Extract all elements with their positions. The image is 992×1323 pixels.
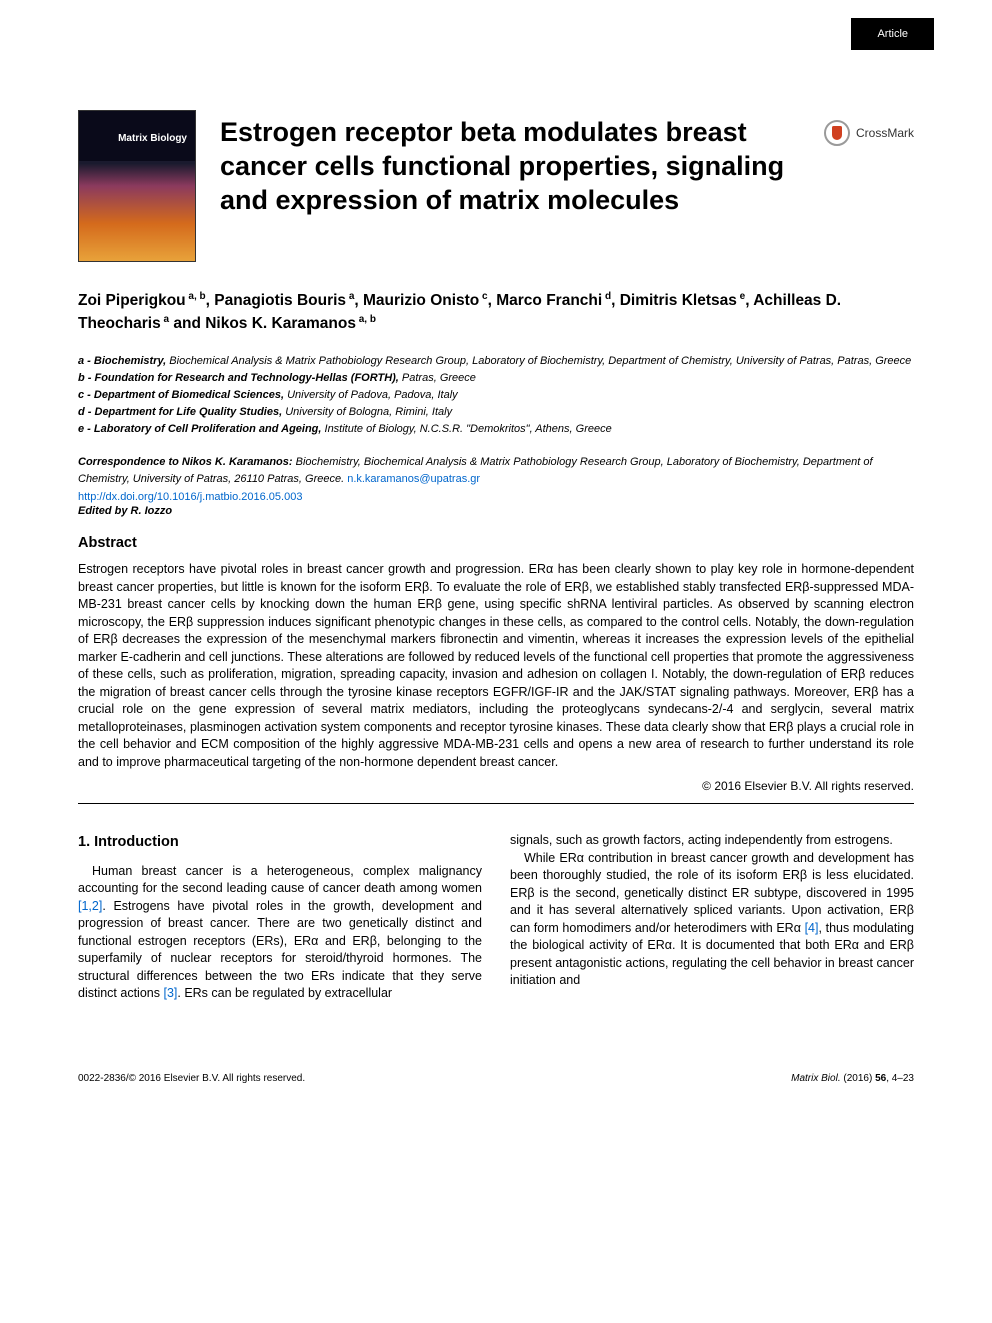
footer-copyright: 0022-2836/© 2016 Elsevier B.V. All right… [78,1073,305,1084]
affiliations-list: a - Biochemistry, Biochemical Analysis &… [78,353,914,438]
footer-year: (2016) [841,1073,875,1084]
affiliation-label: c - Department of Biomedical Sciences, [78,389,284,401]
footer-citation: Matrix Biol. (2016) 56, 4–23 [791,1073,914,1084]
article-title: Estrogen receptor beta modulates breast … [220,110,800,217]
intro-text-seg1: Human breast cancer is a heterogeneous, … [78,864,482,896]
ref-link-3[interactable]: [3] [163,986,177,1000]
affiliation-item: b - Foundation for Research and Technolo… [78,370,914,387]
journal-cover-topbar: Matrix Biology [79,111,195,161]
affiliation-item: c - Department of Biomedical Sciences, U… [78,387,914,404]
affiliation-label: d - Department for Life Quality Studies, [78,406,282,418]
header-row: Matrix Biology Estrogen receptor beta mo… [78,110,914,262]
page-footer: 0022-2836/© 2016 Elsevier B.V. All right… [0,1033,992,1104]
intro-paragraph-2: While ERα contribution in breast cancer … [510,850,914,990]
affiliation-text: Institute of Biology, N.C.S.R. "Demokrit… [321,423,611,435]
doi-block: http://dx.doi.org/10.1016/j.matbio.2016.… [78,491,914,503]
intro-paragraph-1: Human breast cancer is a heterogeneous, … [78,863,482,1003]
intro-text-seg3: . ERs can be regulated by extracellular [177,986,392,1000]
crossmark-badge[interactable]: CrossMark [824,120,914,146]
affiliation-label: b - Foundation for Research and Technolo… [78,372,399,384]
journal-cover-title: Matrix Biology [83,133,191,144]
body-columns: 1. Introduction Human breast cancer is a… [78,832,914,1002]
footer-pages: , 4–23 [886,1073,914,1084]
article-type-text: Article [877,28,908,40]
footer-journal: Matrix Biol. [791,1073,840,1084]
article-type-badge: Article [851,18,934,50]
affiliation-item: e - Laboratory of Cell Proliferation and… [78,421,914,438]
crossmark-label: CrossMark [856,126,914,140]
affiliation-text: Patras, Greece [399,372,476,384]
column-right: signals, such as growth factors, acting … [510,832,914,1002]
ref-link-4[interactable]: [4] [805,921,819,935]
affiliation-text: Biochemical Analysis & Matrix Pathobiolo… [166,355,911,367]
correspondence-email-link[interactable]: n.k.karamanos@upatras.gr [347,473,480,485]
affiliation-text: University of Padova, Padova, Italy [284,389,458,401]
doi-link[interactable]: http://dx.doi.org/10.1016/j.matbio.2016.… [78,491,302,503]
correspondence-block: Correspondence to Nikos K. Karamanos: Bi… [78,454,914,487]
intro-paragraph-1-cont: signals, such as growth factors, acting … [510,832,914,850]
affiliation-label: a - Biochemistry, [78,355,166,367]
abstract-copyright: © 2016 Elsevier B.V. All rights reserved… [78,779,914,793]
affiliation-item: a - Biochemistry, Biochemical Analysis &… [78,353,914,370]
ref-link-1-2[interactable]: [1,2] [78,899,102,913]
column-left: 1. Introduction Human breast cancer is a… [78,832,482,1002]
edited-by: Edited by R. Iozzo [78,505,914,517]
footer-volume: 56 [875,1073,886,1084]
abstract-heading: Abstract [78,535,914,551]
authors-list: Zoi Piperigkou a, b, Panagiotis Bouris a… [78,290,914,335]
affiliation-item: d - Department for Life Quality Studies,… [78,404,914,421]
affiliation-label: e - Laboratory of Cell Proliferation and… [78,423,321,435]
introduction-heading: 1. Introduction [78,832,482,852]
correspondence-label: Correspondence to Nikos K. Karamanos: [78,456,293,468]
crossmark-icon [824,120,850,146]
journal-cover-thumbnail: Matrix Biology [78,110,196,262]
section-divider [78,803,914,804]
page-content: Matrix Biology Estrogen receptor beta mo… [0,0,992,1033]
affiliation-text: University of Bologna, Rimini, Italy [282,406,452,418]
abstract-text: Estrogen receptors have pivotal roles in… [78,561,914,771]
